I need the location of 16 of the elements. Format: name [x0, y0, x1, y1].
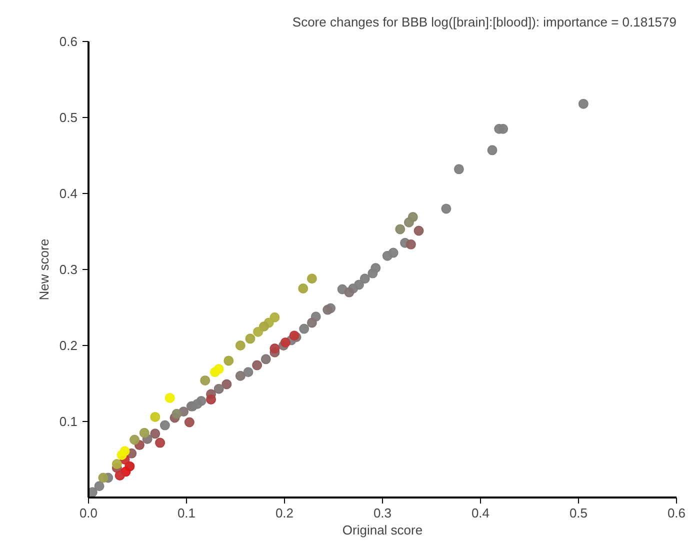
- y-tick-label: 0.4: [59, 186, 78, 201]
- y-axis-title: New score: [36, 238, 52, 300]
- x-tick-label: 0.6: [667, 506, 686, 520]
- x-tick-label: 0.4: [471, 506, 490, 520]
- x-tick-label: 0.3: [373, 506, 392, 520]
- x-tick-label: 0.1: [177, 506, 196, 520]
- y-tick-label: 0.3: [59, 262, 78, 277]
- x-axis-title: Original score: [342, 522, 423, 538]
- y-tick-label: 0.2: [59, 338, 78, 353]
- x-tick-label: 0.5: [569, 506, 588, 520]
- x-tick-label: 0.0: [79, 506, 98, 520]
- chart-title: Score changes for BBB log([brain]:[blood]): importance = 0.181579: [292, 14, 677, 30]
- x-tick-label: 0.2: [275, 506, 294, 520]
- y-tick-label: 0.1: [59, 414, 78, 429]
- y-tick-label: 0.6: [59, 34, 78, 49]
- y-tick-label: 0.5: [59, 110, 78, 125]
